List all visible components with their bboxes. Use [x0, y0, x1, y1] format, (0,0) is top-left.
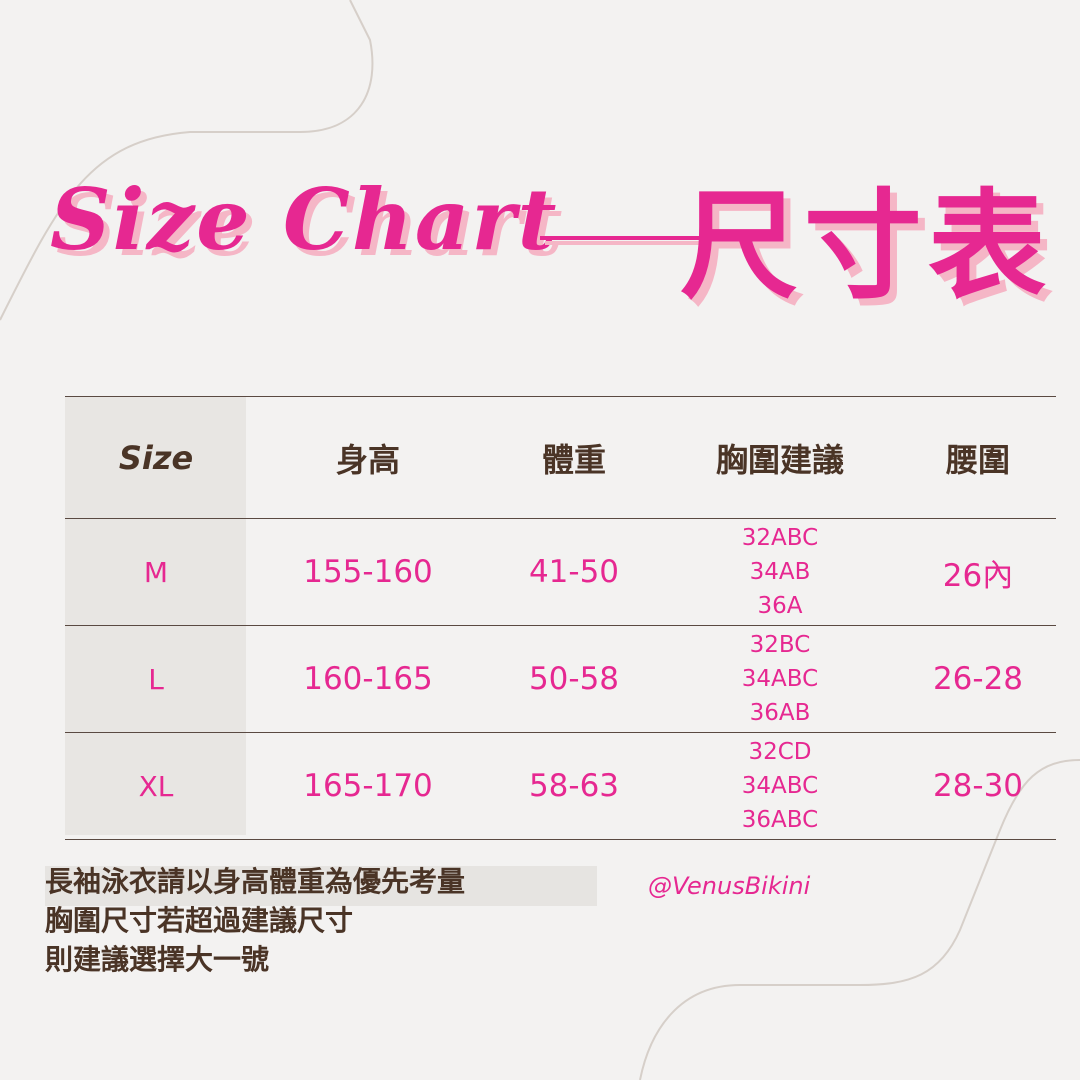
weight-cell: 50-58	[528, 661, 620, 697]
note-highlight	[45, 866, 597, 906]
weight-cell: 58-63	[528, 768, 620, 804]
header-weight: 體重	[541, 440, 607, 479]
size-table: Size 身高 體重 胸圍建議 腰圍 M 155-160 41-50 32ABC…	[65, 396, 1056, 840]
note-line: 胸圍尺寸若超過建議尺寸	[45, 904, 354, 937]
size-column-background	[65, 396, 246, 835]
size-cell: M	[143, 555, 169, 589]
bust-value: 32BC	[749, 632, 811, 658]
bust-cell: 32BC 34ABC 36AB	[742, 626, 818, 732]
bust-cell: 32ABC 34AB 36A	[742, 519, 818, 625]
header-bust: 胸圍建議	[715, 440, 845, 479]
social-handle: @VenusBikini	[648, 872, 811, 900]
waist-cell: 26-28	[932, 661, 1024, 697]
table-row: L 160-165 50-58 32BC 34ABC 36AB 26-28	[65, 625, 1056, 732]
height-cell: 165-170	[303, 768, 433, 804]
header-height: 身高	[335, 440, 401, 479]
title-chinese: 尺寸表	[680, 176, 1053, 315]
bust-value: 34AB	[749, 559, 811, 585]
height-cell: 160-165	[303, 661, 433, 697]
bust-value: 32CD	[748, 739, 812, 765]
table-header: Size 身高 體重 胸圍建議 腰圍	[65, 396, 1056, 518]
note-line: 長袖泳衣請以身高體重為優先考量	[45, 865, 466, 898]
title-english: Size Chart	[50, 170, 559, 269]
waist-cell: 26內	[942, 557, 1014, 594]
header-size: Size	[118, 438, 194, 477]
header-waist: 腰圍	[945, 440, 1011, 479]
waist-cell: 28-30	[932, 768, 1024, 804]
notes: 長袖泳衣請以身高體重為優先考量 胸圍尺寸若超過建議尺寸 則建議選擇大一號	[45, 862, 465, 979]
note-line: 則建議選擇大一號	[45, 943, 270, 976]
table-row: XL 165-170 58-63 32CD 34ABC 36ABC 28-30	[65, 732, 1056, 840]
size-cell: L	[148, 662, 164, 696]
height-cell: 155-160	[303, 554, 433, 590]
page-title: Size Chart 尺寸表	[50, 150, 1060, 320]
bust-cell: 32CD 34ABC 36ABC	[742, 733, 818, 839]
bust-value: 34ABC	[741, 773, 819, 799]
bust-value: 32ABC	[741, 525, 819, 551]
bust-value: 36AB	[749, 700, 811, 726]
table-row: M 155-160 41-50 32ABC 34AB 36A 26內	[65, 518, 1056, 625]
bust-value: 34ABC	[741, 666, 819, 692]
size-cell: XL	[138, 769, 174, 803]
bust-value: 36A	[757, 593, 803, 619]
title-dash	[540, 236, 730, 240]
weight-cell: 41-50	[528, 554, 620, 590]
bust-value: 36ABC	[741, 807, 819, 833]
